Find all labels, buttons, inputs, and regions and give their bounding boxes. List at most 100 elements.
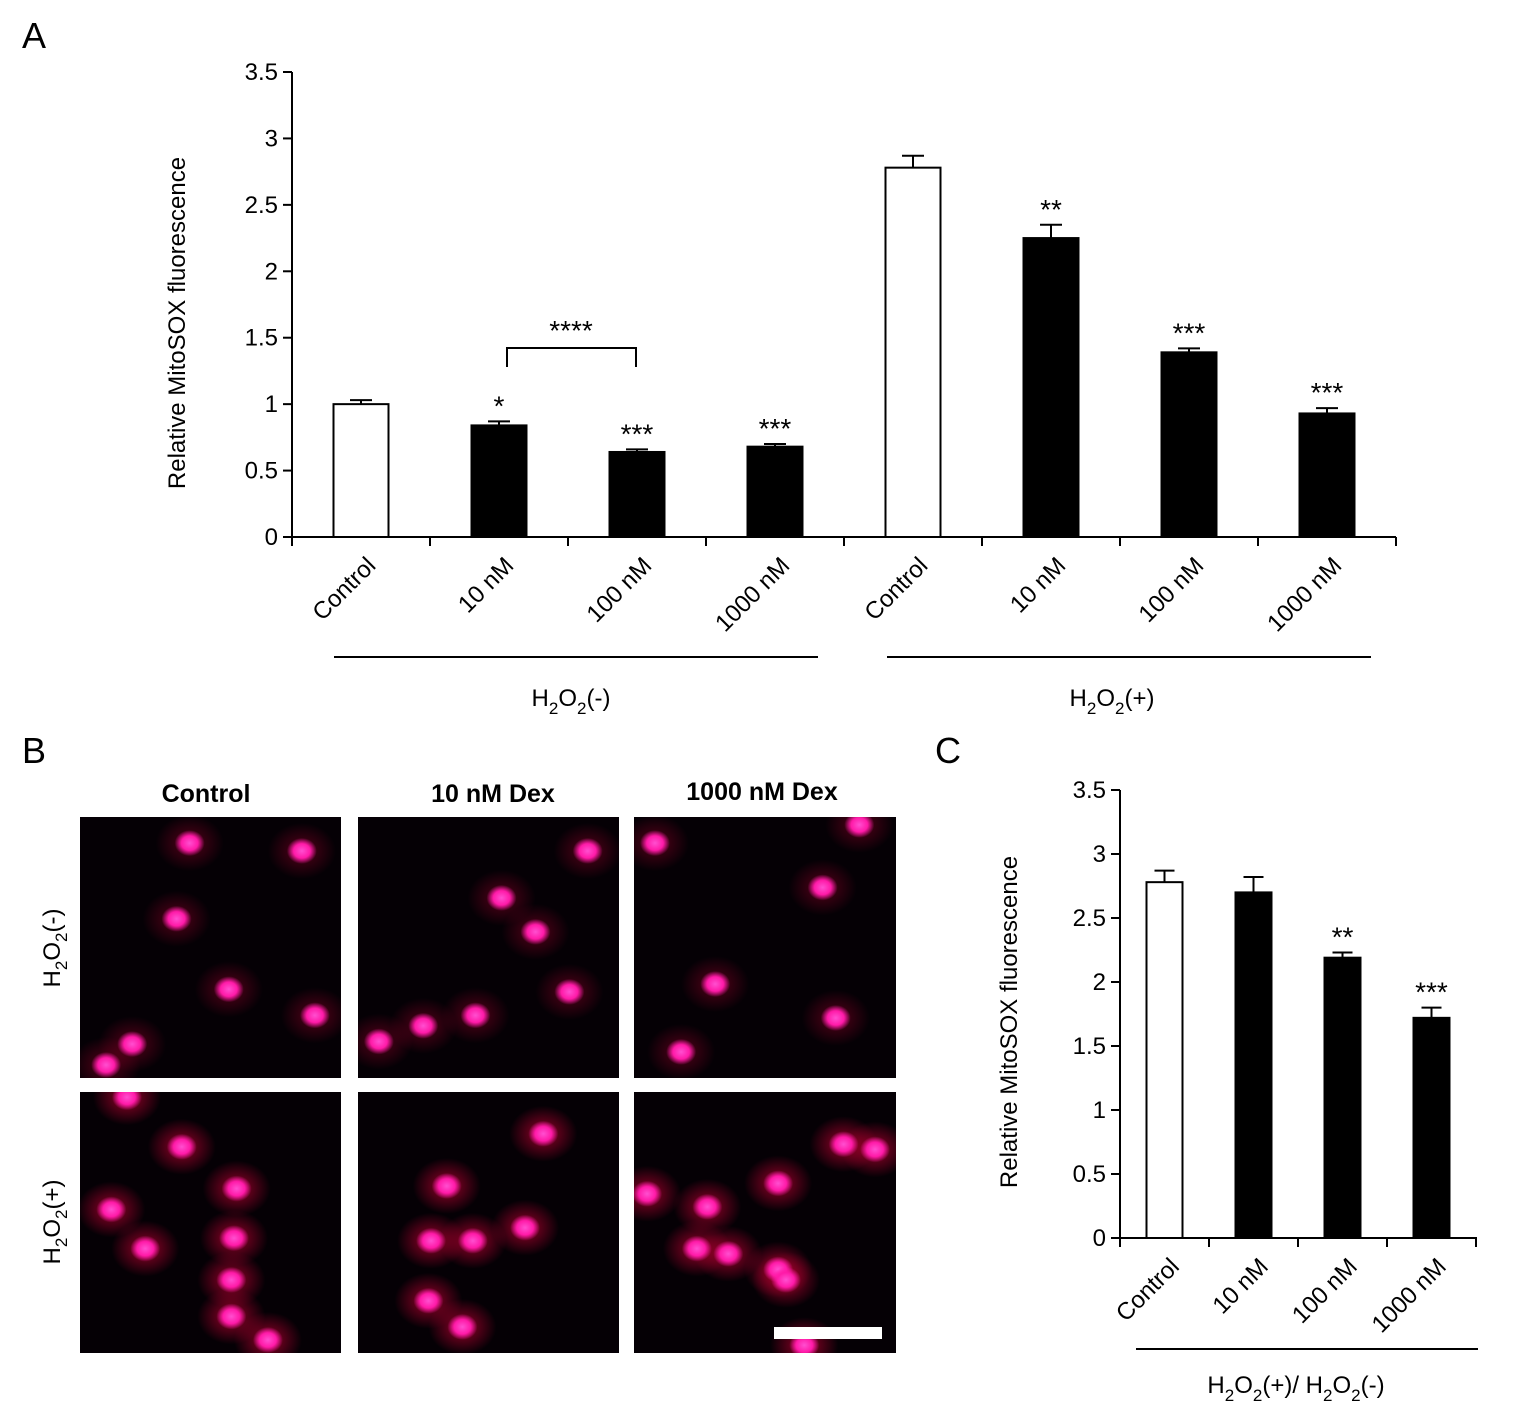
chart-a-comparison-bracket <box>506 347 637 367</box>
chart-a: Relative MitoSOX fluorescence 0 0.5 1 1.5 2 2… <box>164 59 1397 718</box>
panel-label-c: C <box>935 730 961 771</box>
bar <box>1022 237 1080 538</box>
chart-a-category-labels: Control 10 nM 100 nM 1000 nM Control 10 nM 100… <box>307 552 1347 637</box>
chart-c-group-label: H2O2(+)/ H2O2(-) <box>1207 1372 1384 1405</box>
y-tick-label: 0.5 <box>245 458 278 485</box>
cell-nucleus <box>174 830 205 857</box>
micrograph-column-header-control: Control <box>162 780 251 808</box>
cell-nucleus <box>216 1266 247 1293</box>
cell-nucleus <box>161 905 192 932</box>
cell-nucleus <box>213 976 244 1003</box>
bar <box>608 450 666 539</box>
y-tick-label: 0 <box>1093 1225 1106 1252</box>
chart-a-y-ticks: 0 0.5 1 1.5 2 2.5 3 3.5 <box>245 59 292 551</box>
y-tick-label: 1 <box>265 391 278 418</box>
bar <box>1298 412 1356 539</box>
chart-a-y-axis-label: Relative MitoSOX fluorescence <box>164 157 191 489</box>
chart-c-y-axis-label: Relative MitoSOX fluorescence <box>996 856 1023 1188</box>
cell-nucleus <box>828 1131 859 1158</box>
bar <box>470 424 528 538</box>
cell-nucleus <box>111 1092 142 1111</box>
category-label: Control <box>859 552 933 626</box>
bar <box>1323 956 1362 1239</box>
cell-nucleus <box>770 1266 801 1293</box>
cell-nucleus <box>216 1303 247 1330</box>
scale-bar <box>774 1327 882 1339</box>
chart-a-group-label-1: H2O2(-) <box>532 685 611 718</box>
cell-nucleus <box>363 1028 394 1055</box>
chart-c-x-ticks <box>1119 1238 1477 1247</box>
cell-nucleus <box>252 1326 283 1353</box>
category-label: 10 nM <box>453 552 519 618</box>
y-tick-label: 2.5 <box>1073 905 1106 932</box>
bar <box>332 403 390 538</box>
category-label: 10 nM <box>1207 1253 1273 1319</box>
cell-nucleus <box>218 1225 249 1252</box>
cell-nucleus <box>520 918 551 945</box>
chart-a-x-ticks <box>291 537 1397 546</box>
cell-nucleus <box>700 971 731 998</box>
cell-nucleus <box>221 1175 252 1202</box>
chart-c-y-ticks: 0 0.5 1 1.5 2 2.5 3 3.5 <box>1073 777 1120 1252</box>
cell-nucleus <box>860 1136 891 1163</box>
cell-nucleus <box>486 884 517 911</box>
bar <box>1234 891 1273 1240</box>
micrograph-row-label-h2o2-minus: H2O2(-) <box>39 909 71 988</box>
micrograph-row-label-h2o2-plus: H2O2(+) <box>39 1180 71 1265</box>
significance-mark: *** <box>1311 377 1344 408</box>
cell-nucleus <box>299 1002 330 1029</box>
chart-a-bracket-label: **** <box>549 315 593 346</box>
cell-nucleus <box>713 1240 744 1267</box>
significance-mark: ** <box>1332 922 1354 953</box>
cell-nucleus <box>820 1004 851 1031</box>
micrograph-h2o2-minus-1000nm <box>634 817 896 1078</box>
chart-c-bars <box>1145 869 1451 1240</box>
significance-mark: *** <box>621 418 654 449</box>
chart-a-bars <box>332 154 1356 539</box>
y-tick-label: 3.5 <box>1073 777 1106 804</box>
y-tick-label: 1.5 <box>245 325 278 352</box>
y-tick-label: 2 <box>265 258 278 285</box>
cell-nucleus <box>130 1235 161 1262</box>
cell-nucleus <box>681 1235 712 1262</box>
cell-nucleus <box>639 830 670 857</box>
micrograph-h2o2-minus-10nm <box>358 817 619 1078</box>
cell-nucleus <box>692 1193 723 1220</box>
cell-nucleus <box>166 1133 197 1160</box>
micrograph-h2o2-minus-control <box>80 817 341 1078</box>
cell-nucleus <box>510 1214 541 1241</box>
cell-nucleus <box>117 1031 148 1058</box>
cell-nucleus <box>96 1196 127 1223</box>
cell-nucleus <box>408 1012 439 1039</box>
category-label: 1000 nM <box>1262 552 1347 637</box>
micrograph-h2o2-plus-1000nm <box>634 1092 896 1353</box>
cell-nucleus <box>554 978 585 1005</box>
cell-nucleus <box>666 1038 697 1065</box>
chart-a-significance-marks: **** *********** <box>494 194 1344 450</box>
category-label: 10 nM <box>1005 552 1071 618</box>
cell-nucleus <box>763 1170 794 1197</box>
panel-label-b: B <box>22 730 46 771</box>
cell-nucleus <box>447 1313 478 1340</box>
category-label: Control <box>307 552 381 626</box>
y-tick-label: 3.5 <box>245 59 278 86</box>
category-label: 100 nM <box>1134 552 1210 628</box>
cell-nucleus <box>286 837 317 864</box>
category-label: 100 nM <box>1287 1253 1363 1329</box>
cell-nucleus <box>634 1180 663 1207</box>
significance-mark: *** <box>1415 977 1448 1008</box>
cell-nucleus <box>413 1287 444 1314</box>
cell-nucleus <box>91 1051 122 1078</box>
cell-nucleus <box>844 817 875 838</box>
cell-nucleus <box>807 874 838 901</box>
y-tick-label: 1 <box>1093 1097 1106 1124</box>
category-label: 1000 nM <box>710 552 795 637</box>
chart-c: Relative MitoSOX fluorescence 0 0.5 1 1.5 2 2… <box>996 777 1478 1405</box>
significance-mark: * <box>494 390 505 421</box>
bar <box>746 445 804 538</box>
significance-mark: *** <box>759 413 792 444</box>
panel-label-a: A <box>22 15 46 56</box>
micrograph-column-header-10nm-dex: 10 nM Dex <box>431 780 555 808</box>
y-tick-label: 3 <box>265 125 278 152</box>
